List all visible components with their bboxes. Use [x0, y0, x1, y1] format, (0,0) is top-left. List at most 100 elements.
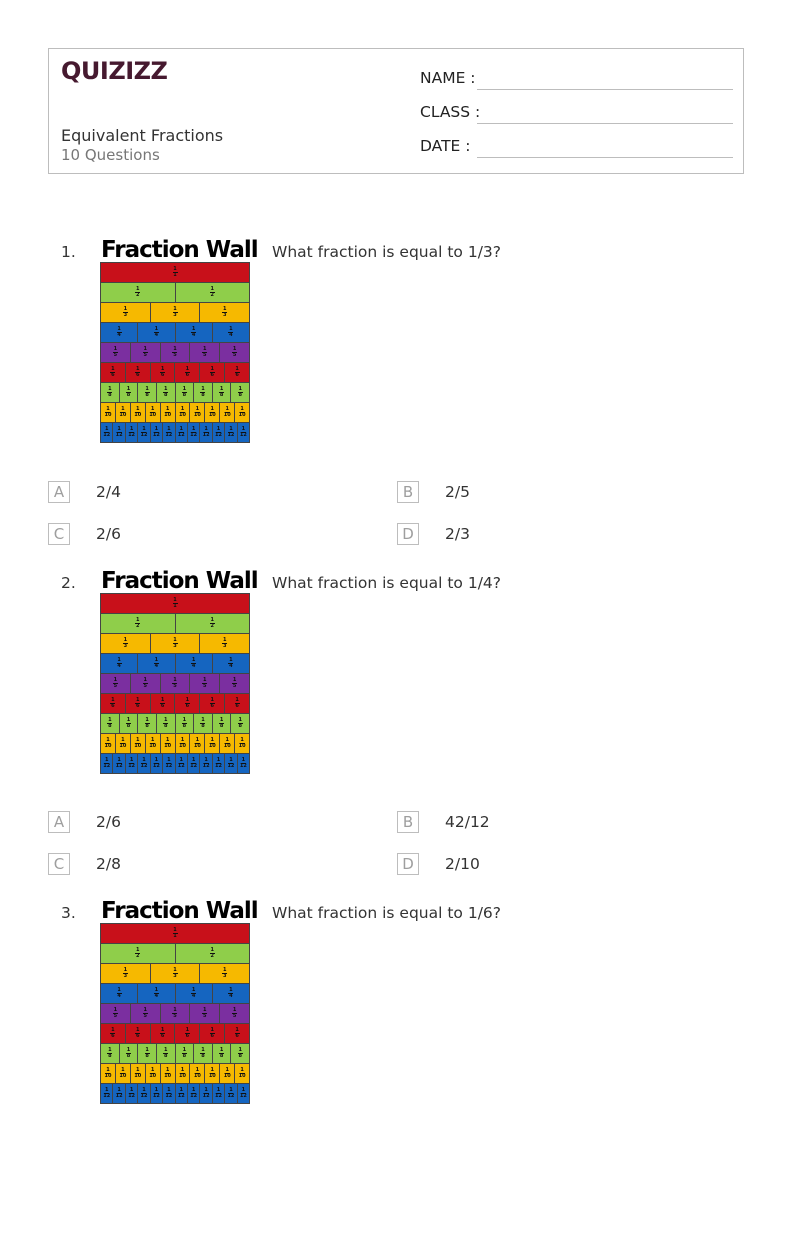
fraction-denominator: 8 [126, 723, 131, 729]
fraction-bar [194, 743, 200, 744]
fraction-bar [172, 272, 178, 273]
fraction-denominator: 10 [223, 743, 231, 749]
fraction-numerator: 1 [222, 637, 227, 643]
fraction-bar [178, 432, 184, 433]
option-c-box[interactable]: C [48, 523, 70, 545]
fraction-numerator: 1 [108, 1047, 112, 1053]
date-line[interactable] [477, 157, 733, 158]
fraction-cell: 1 10 [220, 1064, 236, 1083]
option-a-box[interactable]: A [48, 811, 70, 833]
fraction-denominator: 8 [163, 723, 168, 729]
fraction-cell: 1 12 [200, 1084, 213, 1103]
fraction-cell: 1 12 [101, 423, 114, 442]
fraction-denominator: 6 [185, 372, 190, 378]
fraction-denominator: 12 [177, 763, 185, 769]
option-a-box[interactable]: A [48, 481, 70, 503]
class-label: CLASS : [420, 103, 481, 121]
fraction-cell: 1 10 [161, 1064, 176, 1083]
fraction-denominator: 12 [128, 432, 136, 438]
question-number: 2. [61, 574, 76, 592]
fraction-bar [194, 1073, 200, 1074]
fraction-denominator: 10 [149, 1073, 157, 1079]
fraction-bar [216, 763, 221, 764]
fraction-cell: 1 10 [116, 734, 131, 753]
option-d-box[interactable]: D [397, 523, 419, 545]
class-line[interactable] [477, 123, 733, 124]
fraction-bar [194, 412, 200, 413]
name-line[interactable] [477, 89, 733, 90]
fraction-cell: 1 12 [238, 423, 249, 442]
fraction-cell: 1 10 [131, 734, 146, 753]
fraction-denominator: 12 [165, 763, 173, 769]
fraction-bar [153, 993, 159, 994]
fraction-numerator: 1 [129, 757, 134, 763]
option-d-box[interactable]: D [397, 853, 419, 875]
fraction-numerator: 1 [143, 346, 147, 352]
fraction-numerator: 1 [136, 697, 140, 703]
fraction-numerator: 1 [126, 717, 131, 723]
fraction-numerator: 1 [154, 657, 159, 663]
fraction-numerator: 1 [173, 266, 177, 272]
fraction-denominator: 6 [185, 703, 190, 709]
fraction-denominator: 10 [104, 743, 112, 749]
fraction-numerator: 1 [179, 1087, 183, 1093]
fraction-bar [191, 332, 197, 333]
fraction-cell: 1 12 [225, 754, 238, 773]
fraction-numerator: 1 [229, 1087, 233, 1093]
fraction-bar [232, 352, 238, 353]
fraction-numerator: 1 [210, 697, 214, 703]
fraction-bar [150, 743, 156, 744]
fraction-numerator: 1 [145, 386, 149, 392]
fraction-numerator: 1 [167, 757, 171, 763]
fraction-numerator: 1 [173, 346, 177, 352]
fraction-denominator: 10 [238, 1073, 246, 1079]
fraction-denominator: 8 [163, 392, 168, 398]
fraction-bar [163, 723, 169, 724]
fraction-denominator: 10 [134, 412, 142, 418]
fraction-denominator: 3 [222, 643, 227, 649]
fraction-denominator: 6 [111, 703, 115, 709]
fraction-numerator: 1 [143, 677, 147, 683]
fraction-numerator: 1 [232, 1007, 237, 1013]
fraction-numerator: 1 [203, 1007, 207, 1013]
option-b-box[interactable]: B [397, 481, 419, 503]
fraction-wall-row: 1 12 1 12 1 12 1 12 1 12 1 12 1 12 1 12 1 12 1 12 1 12 1 12 [101, 1084, 249, 1103]
fraction-cell: 1 12 [188, 423, 201, 442]
fraction-cell: 1 10 [131, 1064, 146, 1083]
option-b-box[interactable]: B [397, 811, 419, 833]
fraction-numerator: 1 [240, 737, 244, 743]
fraction-bar [181, 1053, 187, 1054]
fraction-denominator: 3 [123, 312, 128, 318]
fraction-denominator: 12 [152, 1093, 160, 1099]
fraction-numerator: 1 [173, 677, 177, 683]
fraction-cell: 1 12 [126, 1084, 139, 1103]
fraction-bar [237, 723, 243, 724]
fraction-denominator: 4 [117, 663, 121, 669]
fraction-numerator: 1 [182, 1047, 187, 1053]
fraction-denominator: 8 [182, 723, 187, 729]
fraction-numerator: 1 [104, 1087, 109, 1093]
fraction-denominator: 10 [193, 1073, 201, 1079]
option-c-box[interactable]: C [48, 853, 70, 875]
fraction-bar [120, 1073, 126, 1074]
fraction-numerator: 1 [232, 346, 237, 352]
fraction-bar [172, 312, 178, 313]
